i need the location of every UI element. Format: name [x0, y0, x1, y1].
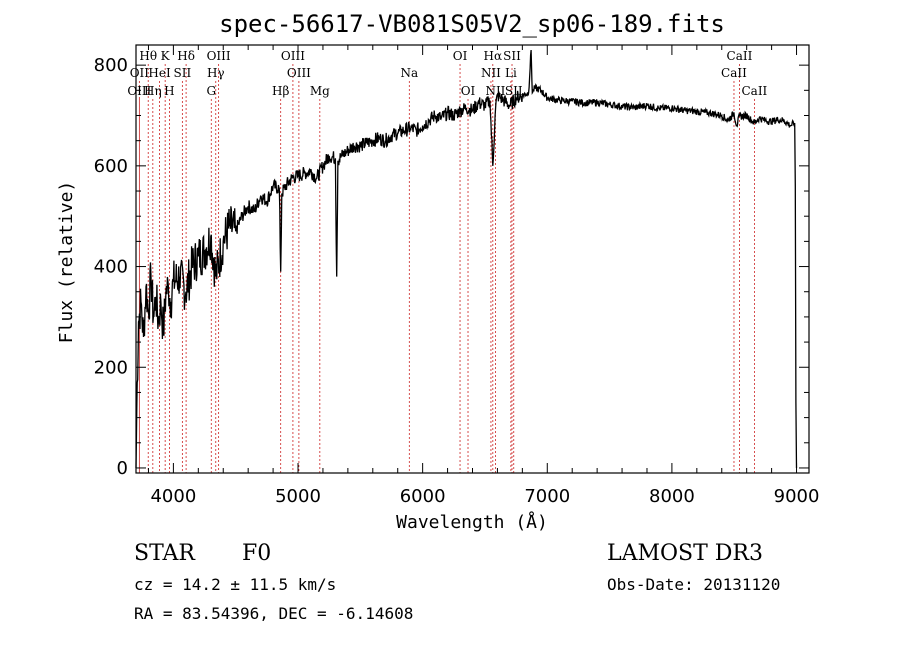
spectral-line-label-21: G [206, 84, 216, 98]
obs-date: Obs-Date: 20131120 [607, 575, 780, 594]
x-tick-label-4: 8000 [649, 486, 695, 507]
spectral-line-label-19: Hη [144, 84, 162, 98]
x-tick-label-0: 4000 [150, 486, 196, 507]
x-tick-label-2: 6000 [400, 486, 446, 507]
spectral-line-label-1: K [161, 49, 171, 63]
y-axis-ticks: 0 200 400 600 800 [94, 55, 809, 479]
y-axis-label: Flux (relative) [56, 181, 77, 344]
y-tick-label-1: 200 [94, 357, 128, 378]
spectral-line-label-7: SII [503, 49, 521, 63]
spectral-line-label-18: OIII [127, 84, 151, 98]
spectral-line-label-5: OI [453, 49, 468, 63]
spectral-line-label-11: SII [174, 66, 192, 80]
redshift-cz: cz = 14.2 ± 11.5 km/s [134, 575, 336, 594]
spectral-line-label-17: CaII [721, 66, 747, 80]
spectral-line-label-15: NII [481, 66, 501, 80]
spectral-line-label-0: Hθ [139, 49, 157, 63]
spectral-line-label-13: OIII [287, 66, 311, 80]
object-subclass: F0 [242, 541, 271, 566]
spectral-line-label-6: Hα [484, 49, 503, 63]
spectral-line-label-24: OI [461, 84, 476, 98]
spectrum-series-line [135, 49, 798, 469]
x-axis-label: Wavelength (Å) [396, 511, 548, 533]
x-axis-ticks: 4000 5000 6000 7000 8000 9000 [147, 45, 820, 507]
spectral-line-label-9: OII [130, 66, 150, 80]
spectral-line-label-12: Hγ [207, 66, 225, 80]
spectral-line-label-16: Li [505, 66, 517, 80]
spectral-line-label-23: Mg [310, 84, 330, 98]
chart-title: spec-56617-VB081S05V2_sp06-189.fits [219, 10, 725, 38]
x-tick-label-3: 7000 [524, 486, 570, 507]
x-tick-label-1: 5000 [275, 486, 321, 507]
object-class: STAR [134, 541, 196, 566]
spectral-line-label-25: NII [485, 84, 505, 98]
y-tick-label-3: 600 [94, 156, 128, 177]
y-tick-label-2: 400 [94, 257, 128, 278]
survey-name: LAMOST DR3 [607, 541, 763, 566]
spectral-line-label-20: H [164, 84, 174, 98]
y-tick-label-4: 800 [94, 55, 128, 76]
spectral-line-label-27: CaII [741, 84, 767, 98]
x-tick-label-5: 9000 [774, 486, 820, 507]
spectral-line-label-10: HeI [148, 66, 171, 80]
spectral-line-label-22: Hβ [272, 84, 289, 98]
spectral-line-markers [138, 64, 755, 473]
spectral-line-label-8: CaII [727, 49, 753, 63]
y-tick-label-0: 0 [117, 458, 128, 479]
coordinates: RA = 83.54396, DEC = -6.14608 [134, 604, 413, 623]
spectral-line-label-3: OIII [207, 49, 231, 63]
spectral-line-label-2: Hδ [177, 49, 195, 63]
spectral-line-label-14: Na [400, 66, 418, 80]
spectral-line-label-4: OIII [281, 49, 305, 63]
